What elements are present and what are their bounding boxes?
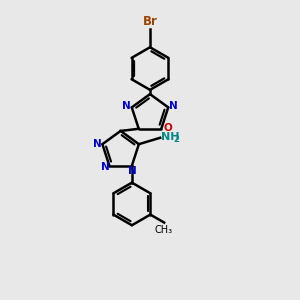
Text: NH: NH (161, 131, 180, 142)
Text: N: N (100, 162, 109, 172)
Text: N: N (128, 166, 137, 176)
Text: CH₃: CH₃ (154, 225, 172, 235)
Text: Br: Br (142, 15, 158, 28)
Text: N: N (93, 139, 102, 148)
Text: N: N (122, 101, 131, 111)
Text: O: O (163, 123, 172, 133)
Text: 2: 2 (173, 136, 179, 145)
Text: N: N (169, 101, 178, 111)
